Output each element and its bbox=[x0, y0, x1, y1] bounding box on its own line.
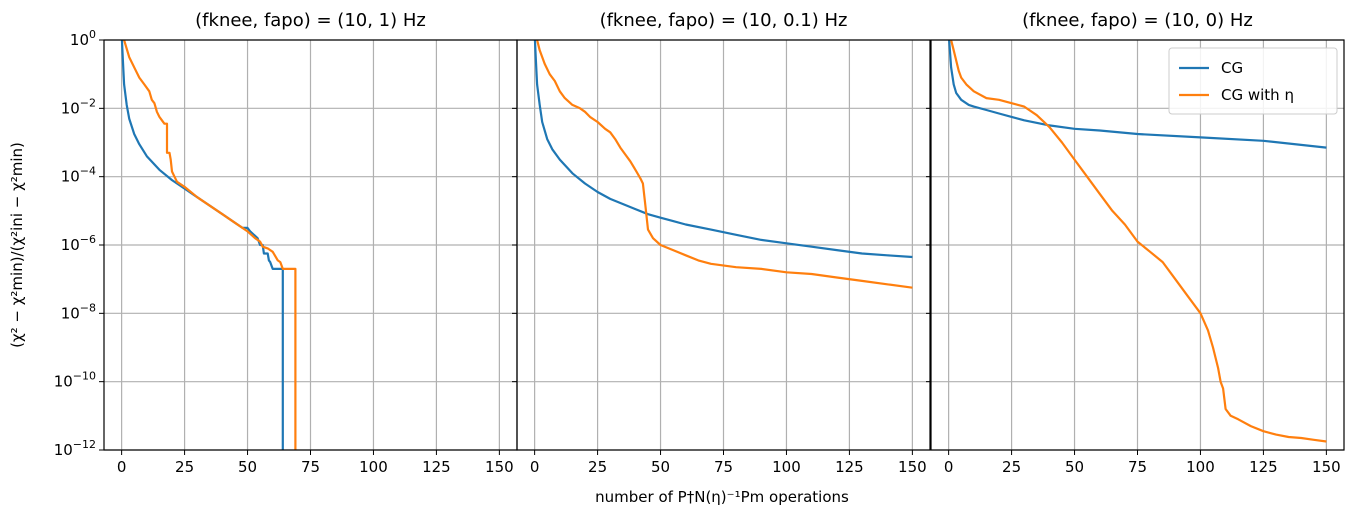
x-tick-label: 150 bbox=[1312, 458, 1341, 476]
series-group bbox=[533, 40, 913, 289]
panel-title: (fknee, fapo) = (10, 0.1) Hz bbox=[600, 10, 848, 31]
legend-label: CG with η bbox=[1221, 86, 1294, 104]
series-line-cg bbox=[120, 40, 284, 450]
legend: CG CG with η bbox=[1168, 47, 1338, 115]
panel-title: (fknee, fapo) = (10, 1) Hz bbox=[195, 10, 426, 31]
series-line-cg-with-η bbox=[535, 40, 913, 289]
x-tick-label: 100 bbox=[359, 458, 388, 476]
legend-label: CG bbox=[1221, 59, 1243, 77]
x-tick-label: 75 bbox=[714, 458, 733, 476]
series-line-cg bbox=[948, 40, 1327, 149]
x-tick-label: 75 bbox=[1128, 458, 1147, 476]
y-axis-label: (χ² − χ²min)/(χ²ini − χ²min) bbox=[8, 142, 26, 348]
y-tick-label: 10−2 bbox=[61, 96, 96, 117]
panel-3: 0 25 50 75 100 125 150 (fknee, fapo) = (10, 0) … bbox=[926, 10, 1345, 476]
x-tick-label: 25 bbox=[175, 458, 194, 476]
series-group bbox=[120, 40, 297, 450]
x-axis-label: number of P†N(η)⁻¹Pm operations bbox=[595, 488, 849, 506]
x-tick-label: 50 bbox=[238, 458, 257, 476]
x-tick-label: 125 bbox=[835, 458, 864, 476]
x-tick-label: 25 bbox=[588, 458, 607, 476]
panel-1: 0 25 50 75 100 125 150 10−12 10−10 10−8 10−6 10−4 10… bbox=[54, 10, 518, 476]
y-tick-label: 10−4 bbox=[61, 165, 96, 186]
x-tick-label: 150 bbox=[898, 458, 927, 476]
x-tick-label: 75 bbox=[301, 458, 320, 476]
x-tick-label: 125 bbox=[422, 458, 451, 476]
series-group bbox=[948, 40, 1327, 443]
x-tick-label: 125 bbox=[1249, 458, 1278, 476]
series-line-cg bbox=[533, 40, 913, 259]
x-tick-label: 50 bbox=[651, 458, 670, 476]
x-tick-label: 100 bbox=[1186, 458, 1215, 476]
y-tick-label: 10−10 bbox=[54, 370, 96, 391]
x-tick-label: 50 bbox=[1065, 458, 1084, 476]
y-tick-label: 10−8 bbox=[61, 301, 96, 322]
x-tick-label: 0 bbox=[117, 458, 127, 476]
panels: 0 25 50 75 100 125 150 10−12 10−10 10−8 10−6 10−4 10… bbox=[54, 10, 1345, 476]
series-line-cg-with-η bbox=[122, 40, 297, 450]
y-tick-label: 100 bbox=[70, 28, 96, 49]
series-line-cg-with-η bbox=[949, 40, 1327, 443]
x-tick-label: 100 bbox=[772, 458, 801, 476]
x-tick-label: 0 bbox=[944, 458, 954, 476]
legend-box bbox=[1168, 47, 1338, 115]
y-tick-label: 10−6 bbox=[61, 233, 96, 254]
x-tick-label: 25 bbox=[1002, 458, 1021, 476]
panel-2: 0 25 50 75 100 125 150 (fknee, fapo) = (10, 0.1… bbox=[512, 10, 931, 476]
x-tick-label: 150 bbox=[485, 458, 514, 476]
y-tick-label: 10−12 bbox=[54, 438, 96, 459]
x-tick-label: 0 bbox=[530, 458, 540, 476]
panel-title: (fknee, fapo) = (10, 0) Hz bbox=[1022, 10, 1253, 31]
